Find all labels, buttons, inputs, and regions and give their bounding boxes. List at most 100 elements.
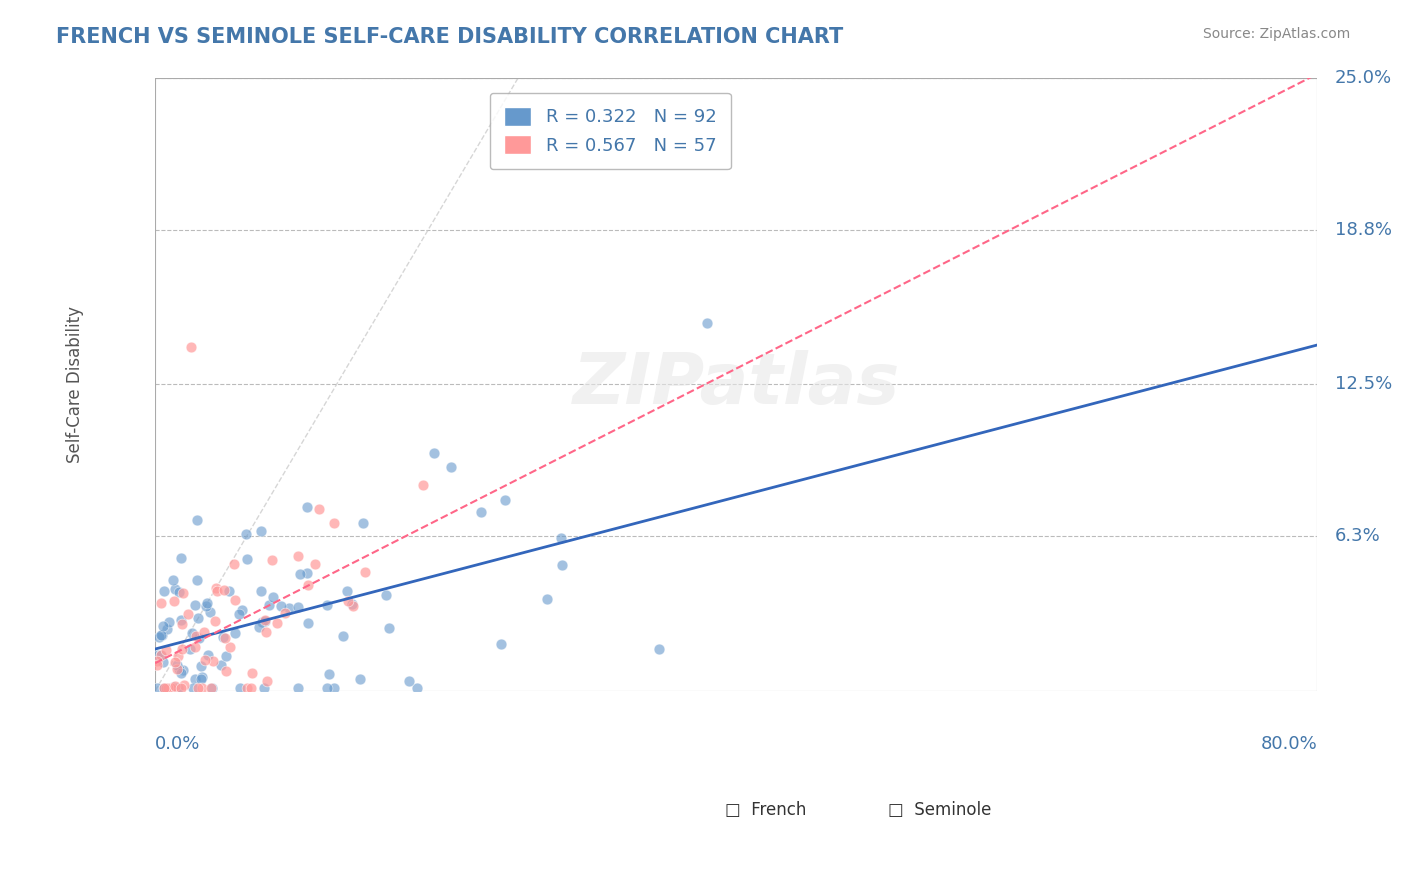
French [254, 614, 277, 628]
Seminole [222, 558, 245, 572]
Text: 12.5%: 12.5% [1334, 376, 1392, 393]
French [228, 607, 250, 622]
Text: ZIPatlas: ZIPatlas [572, 350, 900, 418]
French [162, 573, 184, 587]
French [183, 681, 205, 696]
French [494, 493, 516, 508]
Seminole [173, 678, 195, 692]
French [163, 582, 186, 596]
French [696, 316, 718, 330]
Seminole [166, 662, 188, 676]
French [150, 628, 173, 642]
French [340, 597, 363, 611]
Seminole [191, 681, 214, 696]
French [648, 642, 671, 657]
Seminole [354, 565, 377, 579]
Seminole [256, 673, 278, 688]
Text: 18.8%: 18.8% [1334, 220, 1392, 238]
French [295, 566, 318, 581]
Text: Self-Care Disability: Self-Care Disability [66, 306, 84, 463]
French [257, 598, 280, 612]
French [253, 681, 276, 696]
French [536, 591, 558, 606]
Text: 25.0%: 25.0% [1334, 69, 1392, 87]
French [198, 605, 221, 619]
Seminole [297, 578, 319, 592]
French [197, 648, 219, 662]
Seminole [184, 629, 207, 643]
Seminole [323, 516, 346, 530]
French [167, 662, 190, 676]
Text: 0.0%: 0.0% [155, 735, 201, 753]
French [332, 629, 354, 643]
Seminole [193, 624, 215, 639]
French [186, 573, 208, 587]
French [378, 622, 401, 636]
French [295, 500, 318, 514]
French [250, 524, 273, 539]
French [550, 532, 572, 546]
French [162, 681, 184, 695]
French [236, 552, 259, 566]
French [278, 600, 301, 615]
French [315, 681, 337, 696]
Seminole [162, 681, 184, 696]
Seminole [187, 681, 209, 696]
French [470, 505, 492, 519]
French [349, 672, 371, 686]
Seminole [165, 679, 187, 693]
French [190, 659, 212, 673]
Seminole [254, 624, 277, 639]
French [290, 566, 312, 581]
French [551, 558, 574, 572]
Seminole [153, 681, 176, 696]
Seminole [205, 581, 228, 595]
Seminole [170, 681, 193, 696]
Text: Source: ZipAtlas.com: Source: ZipAtlas.com [1202, 27, 1350, 41]
Seminole [156, 681, 179, 696]
French [163, 681, 186, 696]
Text: FRENCH VS SEMINOLE SELF-CARE DISABILITY CORRELATION CHART: FRENCH VS SEMINOLE SELF-CARE DISABILITY … [56, 27, 844, 46]
Seminole [194, 653, 217, 667]
Seminole [308, 502, 330, 516]
French [249, 620, 271, 634]
French [375, 588, 398, 602]
French [152, 619, 174, 633]
Seminole [155, 681, 177, 696]
French [152, 655, 174, 669]
Seminole [236, 681, 259, 696]
Seminole [170, 641, 193, 656]
French [169, 665, 191, 680]
French [398, 673, 420, 688]
Seminole [266, 616, 288, 631]
Seminole [155, 643, 177, 657]
French [336, 584, 359, 599]
French [406, 681, 429, 696]
French [186, 513, 208, 527]
Seminole [287, 549, 309, 563]
Seminole [170, 617, 193, 632]
French [170, 613, 193, 627]
French [489, 637, 512, 651]
French [231, 603, 253, 617]
French [155, 681, 177, 696]
Seminole [214, 631, 236, 645]
French [195, 596, 218, 610]
French [159, 615, 181, 629]
French [187, 631, 209, 645]
French [224, 625, 246, 640]
Seminole [145, 658, 167, 673]
French [318, 667, 340, 681]
Text: 6.3%: 6.3% [1334, 527, 1381, 545]
French [149, 628, 172, 642]
French [250, 615, 273, 629]
Seminole [412, 478, 434, 492]
Seminole [204, 614, 226, 628]
Seminole [342, 599, 364, 613]
French [167, 585, 190, 599]
Seminole [183, 640, 205, 654]
Seminole [145, 654, 167, 668]
French [184, 598, 207, 612]
Seminole [176, 607, 198, 621]
Seminole [336, 594, 359, 608]
